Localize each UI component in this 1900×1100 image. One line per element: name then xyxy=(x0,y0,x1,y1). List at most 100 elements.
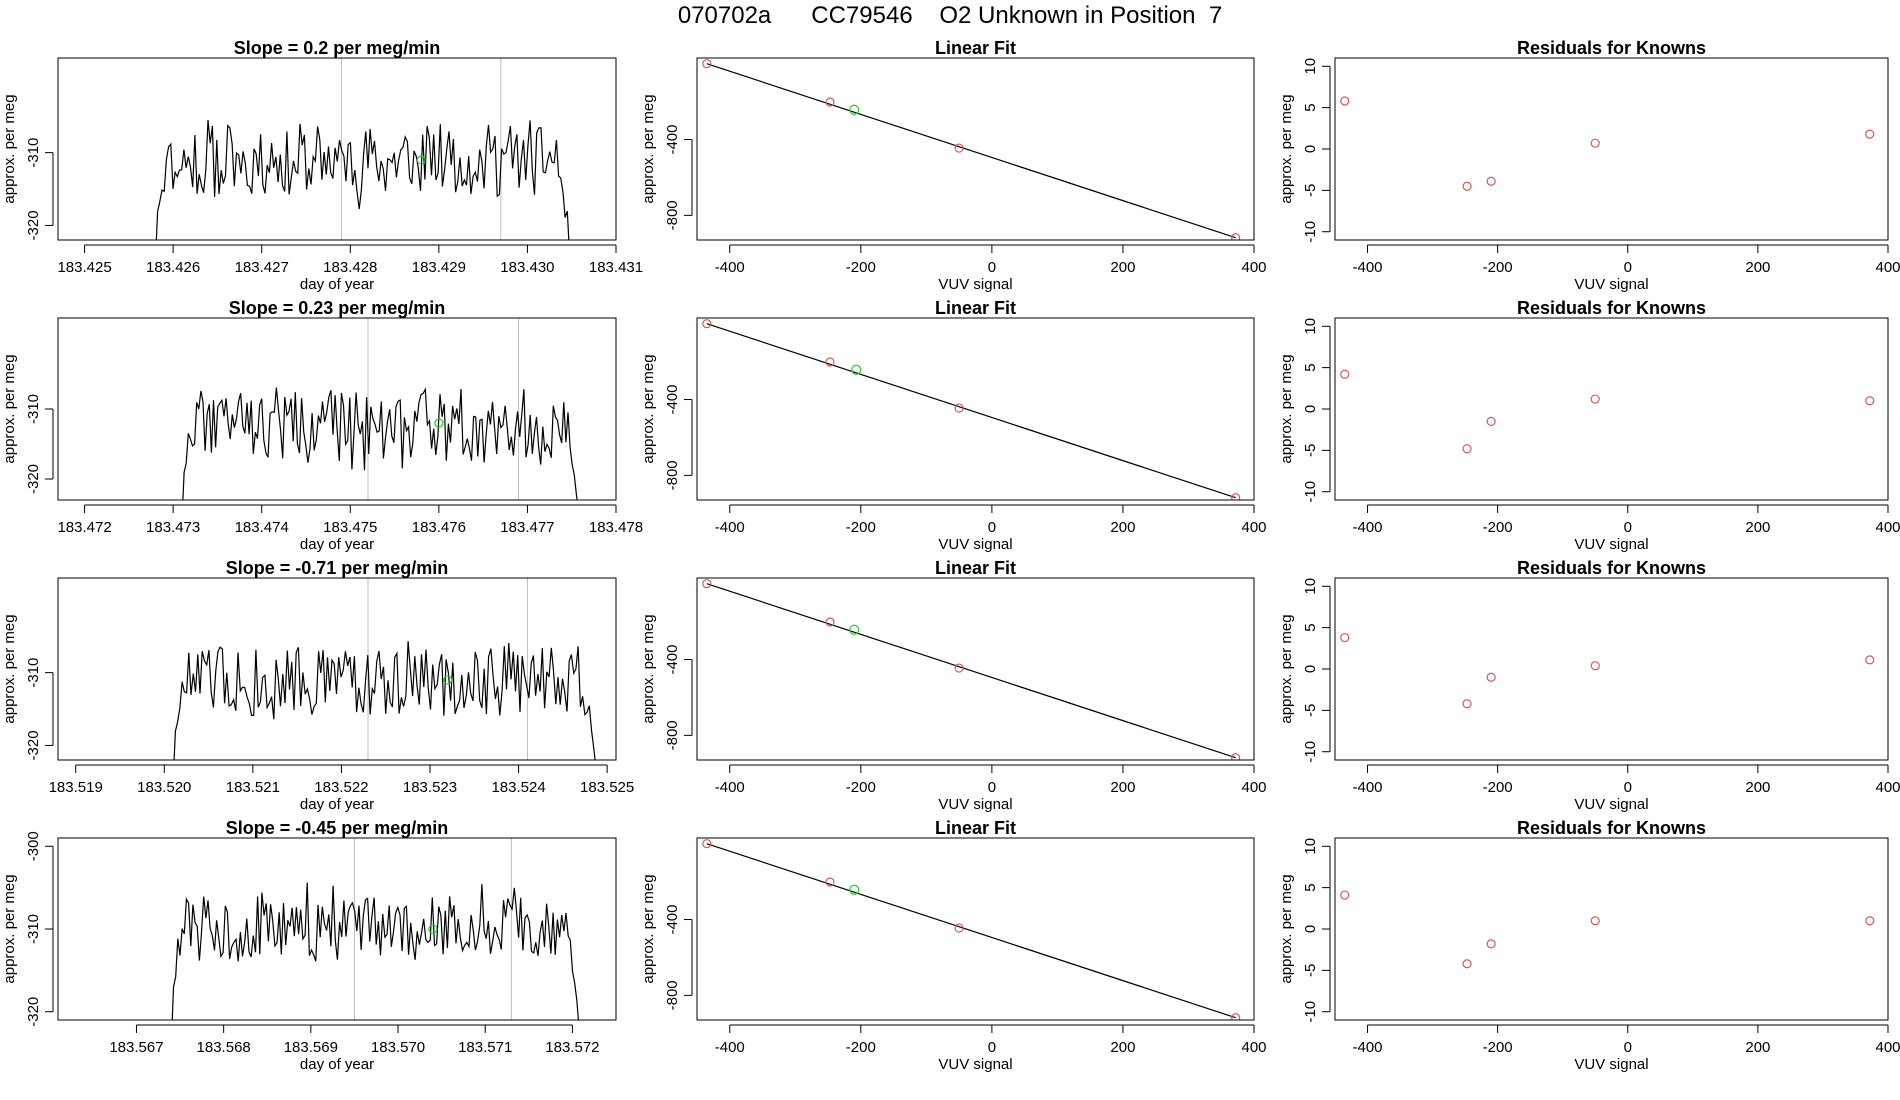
x-tick-label: -400 xyxy=(1353,779,1383,796)
known-point xyxy=(954,663,964,673)
panel-title: Slope = 0.2 per meg/min xyxy=(234,38,441,58)
y-tick-label: 10 xyxy=(1302,578,1319,595)
x-tick-label: 183.567 xyxy=(109,1039,163,1056)
residual-point xyxy=(1462,959,1472,969)
panel-title: Slope = 0.23 per meg/min xyxy=(229,298,446,318)
y-tick-label: -310 xyxy=(25,914,42,944)
unknown-point xyxy=(851,364,862,375)
x-tick-label: 183.474 xyxy=(235,519,289,536)
x-tick-label: 0 xyxy=(1624,519,1632,536)
residual-point xyxy=(1865,396,1875,406)
unknown-marker xyxy=(443,675,453,685)
x-axis-label: VUV signal xyxy=(1574,1056,1648,1073)
y-axis-label: approx. per meg xyxy=(640,874,657,983)
y-tick-label: -300 xyxy=(25,831,42,861)
x-tick-label: 183.568 xyxy=(197,1039,251,1056)
panel-title: Residuals for Knowns xyxy=(1517,818,1706,838)
y-tick-label: -320 xyxy=(25,210,42,240)
linear-fit-2: Linear Fit -400 -200 0 200 400 VUV signal -400 -… xyxy=(640,298,1267,553)
y-axis-label: approx. per meg xyxy=(1,354,18,463)
plot-area xyxy=(702,319,1241,500)
y-tick-label: 0 xyxy=(1302,665,1319,673)
x-axis-label: VUV signal xyxy=(938,276,1012,293)
plot-frame xyxy=(57,57,617,241)
y-tick-label: -10 xyxy=(1302,1001,1319,1023)
plot-area xyxy=(1340,632,1875,709)
linear-fit-3: Linear Fit -400 -200 0 200 400 VUV signal -400 -… xyxy=(640,558,1267,813)
plot-frame xyxy=(57,577,617,761)
x-tick-label: 200 xyxy=(1745,1039,1770,1056)
plot-area xyxy=(155,58,570,240)
y-tick-label: -310 xyxy=(25,138,42,168)
known-point xyxy=(954,403,964,413)
x-tick-label: 400 xyxy=(1241,1039,1266,1056)
y-tick-label: 0 xyxy=(1302,145,1319,153)
y-tick-label: -400 xyxy=(664,385,681,415)
panel-title: Linear Fit xyxy=(935,818,1016,838)
y-tick-label: -320 xyxy=(25,730,42,760)
known-point xyxy=(954,923,964,933)
y-axis-label: approx. per meg xyxy=(640,614,657,723)
unknown-point xyxy=(849,104,860,115)
unknown-point xyxy=(849,624,860,635)
y-tick-label: 10 xyxy=(1302,318,1319,335)
x-tick-label: -200 xyxy=(1483,519,1513,536)
x-tick-label: 183.431 xyxy=(589,259,643,276)
x-tick-label: -200 xyxy=(1483,1039,1513,1056)
residual-point xyxy=(1590,916,1600,926)
data-line xyxy=(182,387,578,500)
x-tick-label: 0 xyxy=(988,779,996,796)
y-tick-label: 0 xyxy=(1302,925,1319,933)
residual-point xyxy=(1340,890,1350,900)
y-tick-label: -5 xyxy=(1302,184,1319,197)
x-tick-label: 183.476 xyxy=(412,519,466,536)
x-tick-label: 400 xyxy=(1241,259,1266,276)
x-axis-label: day of year xyxy=(300,536,374,553)
y-tick-label: 0 xyxy=(1302,405,1319,413)
plot-frame xyxy=(696,317,1255,501)
panel-title: Slope = -0.71 per meg/min xyxy=(226,558,449,578)
panel-title: Residuals for Knowns xyxy=(1517,558,1706,578)
y-axis-label: approx. per meg xyxy=(1,874,18,983)
x-tick-label: 183.475 xyxy=(323,519,377,536)
unknown-point xyxy=(849,884,860,895)
known-point xyxy=(1231,1013,1241,1020)
known-point xyxy=(954,143,964,153)
plot-area xyxy=(1340,890,1875,969)
plot-area xyxy=(702,839,1241,1020)
x-tick-label: 183.427 xyxy=(235,259,289,276)
x-tick-label: 400 xyxy=(1241,519,1266,536)
y-axis-label: approx. per meg xyxy=(1,94,18,203)
y-tick-label: -10 xyxy=(1302,221,1319,243)
residuals-4: Residuals for Knowns -400 -200 0 200 400 VUV s… xyxy=(1278,818,1900,1073)
y-tick-label: -5 xyxy=(1302,444,1319,457)
panel-title: Slope = -0.45 per meg/min xyxy=(226,818,449,838)
x-tick-label: 200 xyxy=(1110,519,1135,536)
plot-frame xyxy=(1334,837,1889,1021)
x-tick-label: 183.569 xyxy=(284,1039,338,1056)
residuals-2: Residuals for Knowns -400 -200 0 200 400 VUV s… xyxy=(1278,298,1900,553)
y-tick-label: -800 xyxy=(664,980,681,1010)
data-line xyxy=(173,641,596,760)
y-tick-label: 5 xyxy=(1302,103,1319,111)
x-tick-label: -400 xyxy=(715,519,745,536)
x-axis-label: day of year xyxy=(300,796,374,813)
x-tick-label: 200 xyxy=(1745,779,1770,796)
x-tick-label: -400 xyxy=(715,779,745,796)
time-series-1: Slope = 0.2 per meg/min 183.425 183.426 183… xyxy=(1,38,643,293)
x-tick-label: -400 xyxy=(715,1039,745,1056)
known-point xyxy=(825,357,835,367)
y-axis-label: approx. per meg xyxy=(1278,874,1295,983)
panel-title: Residuals for Knowns xyxy=(1517,298,1706,318)
x-tick-label: -200 xyxy=(1483,779,1513,796)
fit-line xyxy=(706,583,1236,759)
plot-frame xyxy=(57,317,617,501)
residual-point xyxy=(1340,96,1350,106)
plot-area xyxy=(702,579,1241,760)
x-tick-label: 183.472 xyxy=(57,519,111,536)
plot-area xyxy=(173,578,596,760)
residual-point xyxy=(1340,369,1350,379)
x-tick-label: 0 xyxy=(988,519,996,536)
x-tick-label: 200 xyxy=(1110,1039,1135,1056)
